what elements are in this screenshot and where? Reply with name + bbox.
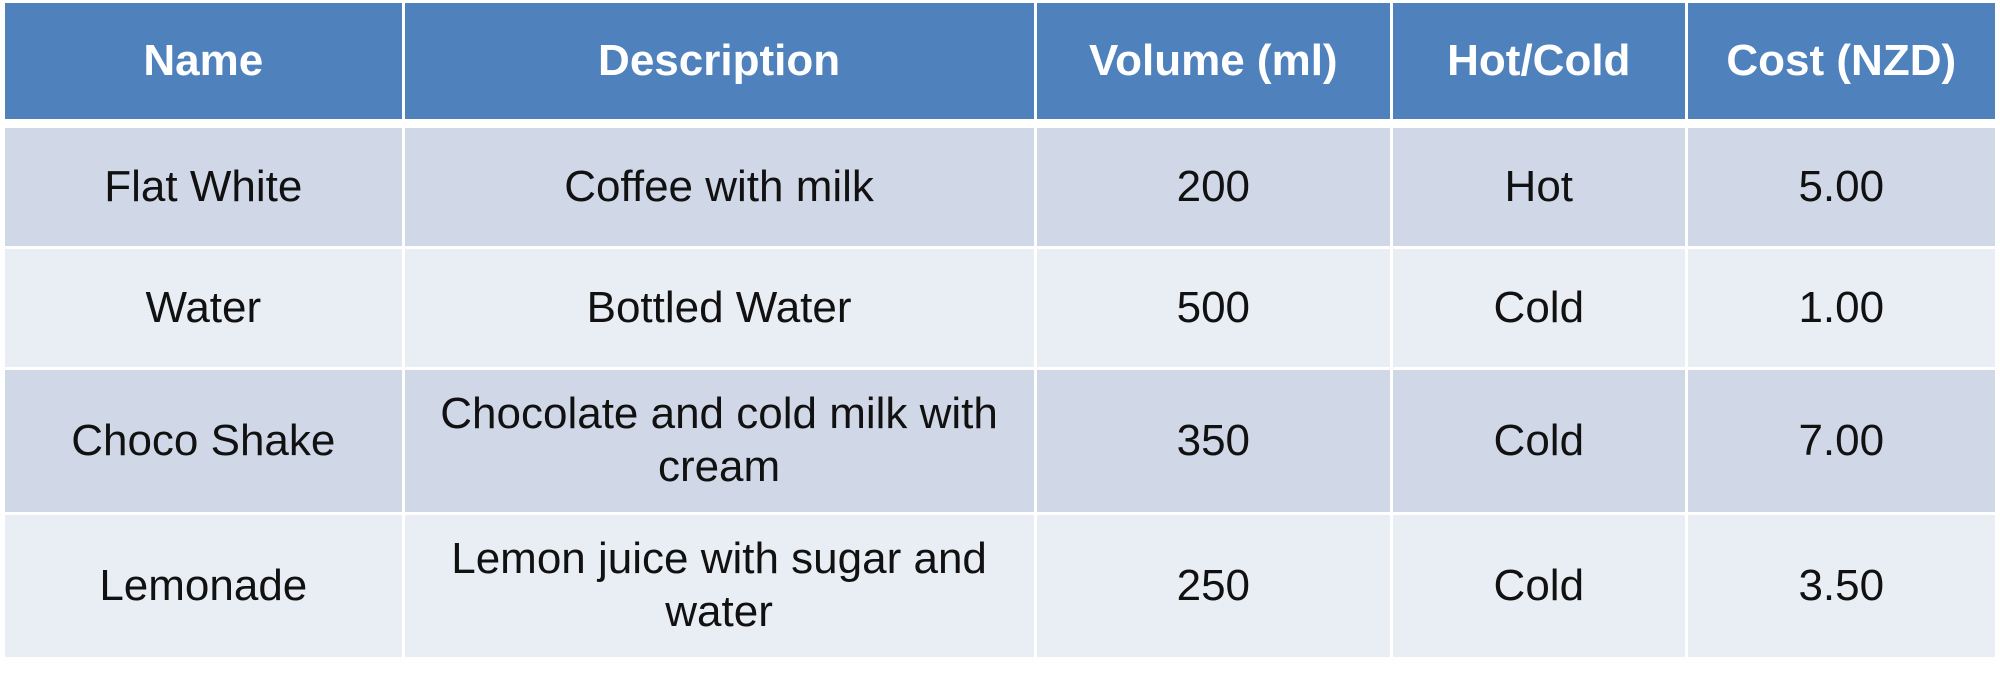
cell-name: Flat White [5,128,402,246]
cell-hot-cold: Cold [1393,249,1685,367]
cell-name: Choco Shake [5,370,402,512]
table-row: Flat White Coffee with milk 200 Hot 5.00 [5,128,1995,246]
table-row: Water Bottled Water 500 Cold 1.00 [5,249,1995,367]
cell-description: Bottled Water [404,249,1034,367]
cell-cost: 5.00 [1687,128,1995,246]
cell-hot-cold: Cold [1393,370,1685,512]
cell-hot-cold: Hot [1393,128,1685,246]
header-hot-cold: Hot/Cold [1393,3,1685,125]
header-name: Name [5,3,402,125]
cell-cost: 1.00 [1687,249,1995,367]
table-header-row: Name Description Volume (ml) Hot/Cold Co… [5,3,1995,125]
cell-volume: 500 [1036,249,1391,367]
header-description: Description [404,3,1034,125]
header-cost: Cost (NZD) [1687,3,1995,125]
cell-description: Lemon juice with sugar and water [404,515,1034,657]
cell-volume: 200 [1036,128,1391,246]
cell-description: Coffee with milk [404,128,1034,246]
cell-name: Water [5,249,402,367]
cell-volume: 250 [1036,515,1391,657]
cell-description: Chocolate and cold milk with cream [404,370,1034,512]
cell-cost: 3.50 [1687,515,1995,657]
cell-volume: 350 [1036,370,1391,512]
cell-hot-cold: Cold [1393,515,1685,657]
drinks-table: Name Description Volume (ml) Hot/Cold Co… [2,0,1998,660]
header-volume: Volume (ml) [1036,3,1391,125]
cell-cost: 7.00 [1687,370,1995,512]
cell-name: Lemonade [5,515,402,657]
table-row: Choco Shake Chocolate and cold milk with… [5,370,1995,512]
table-row: Lemonade Lemon juice with sugar and wate… [5,515,1995,657]
